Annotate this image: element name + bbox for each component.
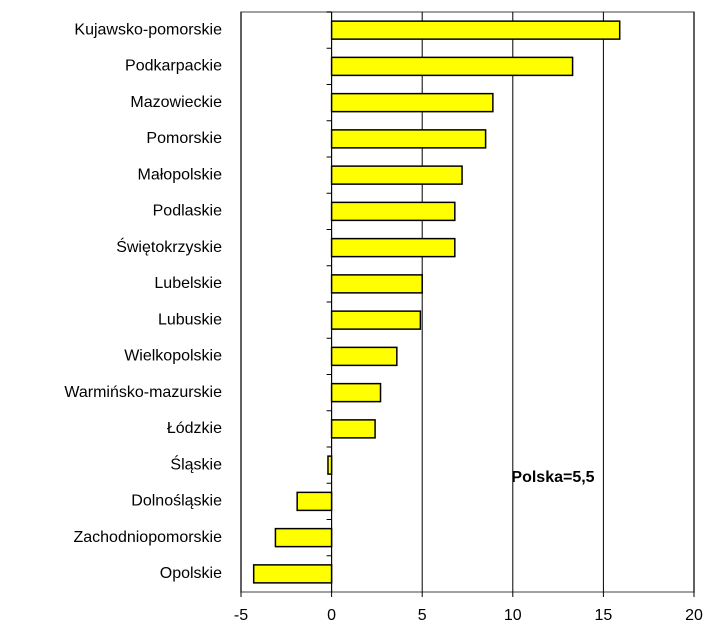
y-tick-label: Dolnośląskie bbox=[131, 493, 222, 510]
y-tick-label: Zachodniopomorskie bbox=[73, 529, 222, 546]
x-tick-label: 15 bbox=[595, 607, 613, 624]
bar bbox=[327, 455, 333, 475]
x-tick-label: 5 bbox=[418, 607, 427, 624]
bar bbox=[274, 527, 333, 548]
bar bbox=[296, 491, 333, 512]
bar bbox=[330, 237, 456, 258]
bar bbox=[330, 346, 398, 367]
y-tick-label: Kujawsko-pomorskie bbox=[74, 21, 222, 38]
x-tick-label: 10 bbox=[504, 607, 522, 624]
y-tick-label: Podlaskie bbox=[153, 203, 222, 220]
bar bbox=[330, 20, 621, 40]
y-tick-label: Mazowieckie bbox=[130, 94, 222, 111]
y-tick-label: Warmińsko-mazurskie bbox=[64, 384, 222, 401]
bar bbox=[330, 56, 574, 77]
bar bbox=[330, 419, 376, 439]
y-tick-label: Wielkopolskie bbox=[124, 348, 222, 365]
y-tick-label: Lubelskie bbox=[154, 275, 222, 292]
annotation: Polska=5,5 bbox=[511, 469, 594, 486]
bar bbox=[330, 201, 456, 222]
x-tick-label: 20 bbox=[685, 607, 703, 624]
y-tick-label: Małopolskie bbox=[138, 166, 223, 183]
x-tick-label: 0 bbox=[327, 607, 336, 624]
bar bbox=[330, 310, 422, 330]
y-tick-label: Podkarpackie bbox=[125, 58, 222, 75]
y-tick-label: Lubuskie bbox=[158, 311, 222, 328]
y-tick-label: Śląskie bbox=[170, 454, 222, 473]
y-tick-label: Opolskie bbox=[160, 565, 222, 582]
bar bbox=[252, 564, 333, 584]
y-tick-label: Świętokrzyskie bbox=[116, 237, 222, 256]
y-tick-label: Łódzkie bbox=[167, 420, 222, 437]
x-tick-label: -5 bbox=[234, 607, 248, 624]
bar bbox=[330, 274, 423, 294]
bar bbox=[330, 165, 463, 185]
bar bbox=[330, 129, 487, 149]
y-tick-label: Pomorskie bbox=[146, 130, 222, 147]
bar bbox=[330, 92, 494, 113]
bar bbox=[330, 382, 382, 403]
